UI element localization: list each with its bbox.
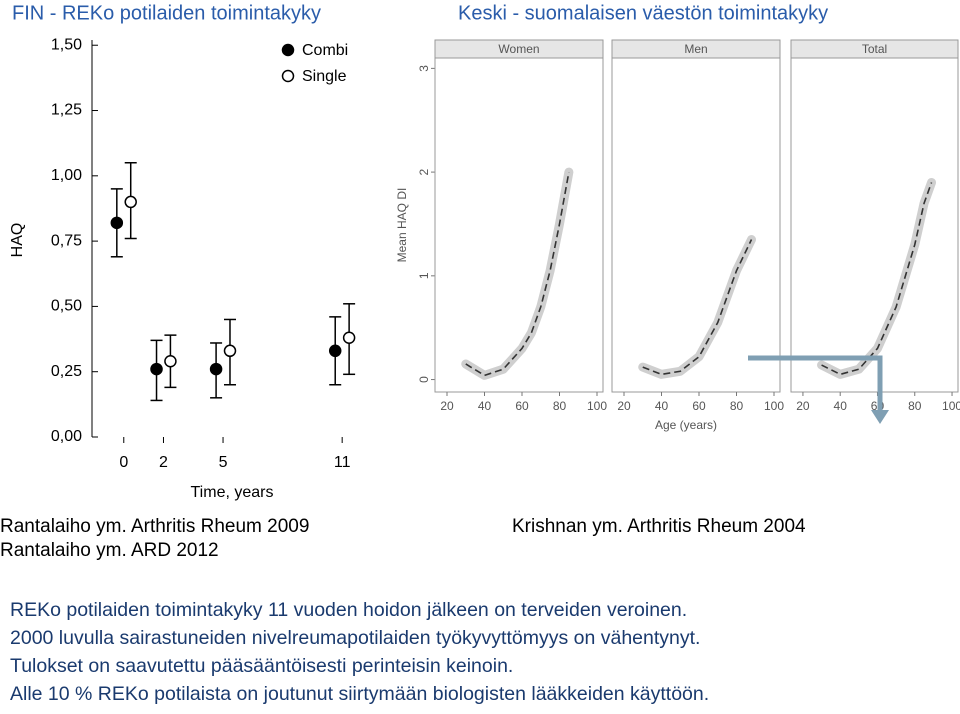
x-tick-label: 100 (764, 399, 784, 413)
fit-curve-band (817, 177, 937, 379)
panel-title: Men (684, 42, 707, 56)
x-tick-label: 2 (159, 454, 168, 471)
x-tick-label: 40 (655, 399, 669, 413)
x-tick-label: 40 (834, 399, 848, 413)
panel-title: Women (498, 42, 539, 56)
y-axis-label: Mean HAQ DI (395, 188, 409, 263)
point (209, 362, 223, 376)
fit-curve-band (461, 167, 574, 380)
arrow-line (748, 355, 883, 412)
y-tick-label: 0,25 (51, 363, 82, 380)
legend-label: Single (302, 68, 347, 85)
x-tick-label: 80 (908, 399, 922, 413)
annotation-arrow (748, 355, 889, 424)
point (124, 195, 137, 209)
y-tick-label: 3 (417, 65, 431, 72)
arrow-head (871, 410, 889, 424)
x-axis-label: Age (years) (655, 418, 717, 432)
x-tick-label: 20 (440, 399, 454, 413)
panel-strip (611, 39, 781, 59)
point (328, 344, 342, 358)
y-tick-label: 1 (417, 272, 431, 279)
y-tick-label: 1,00 (51, 167, 82, 184)
citation: Rantalaiho ym. ARD 2012 (0, 540, 219, 561)
y-axis-label: HAQ (9, 223, 26, 258)
y-tick-label: 1,25 (51, 102, 82, 119)
y-tick-label: 1,50 (51, 36, 82, 53)
point (223, 344, 237, 358)
conclusion: 2000 luvulla sairastuneiden nivelreumapo… (10, 627, 700, 649)
y-tick-label: 0,00 (51, 428, 82, 445)
fit-curve (821, 182, 933, 376)
panel-strip (790, 39, 959, 59)
point (110, 216, 124, 230)
y-tick-label: 0,50 (51, 298, 82, 315)
citation: Rantalaiho ym. Arthritis Rheum 2009 (0, 516, 309, 537)
legend-marker (281, 69, 295, 83)
x-tick-label: 60 (515, 399, 529, 413)
panel-strip (434, 39, 604, 59)
x-tick-label: 80 (553, 399, 567, 413)
fit-curve (642, 239, 753, 376)
x-axis-label: Time, years (191, 484, 274, 501)
x-tick-label: 40 (478, 399, 492, 413)
left-header: FIN - REKo potilaiden toimintakyky (12, 2, 321, 24)
panel-frame (434, 39, 604, 393)
conclusion: Tulokset on saavutettu pääsääntöisesti p… (10, 655, 513, 677)
legend-marker (281, 43, 295, 57)
fit-curve (465, 171, 570, 377)
x-tick-label: 80 (730, 399, 744, 413)
y-tick-label: 2 (417, 168, 431, 175)
fit-curve-band (638, 235, 756, 379)
x-tick-label: 60 (692, 399, 706, 413)
x-tick-label: 11 (334, 454, 351, 471)
x-tick-label: 0 (119, 454, 128, 471)
y-tick-label: 0,75 (51, 232, 82, 249)
point (150, 362, 163, 376)
x-tick-label: 100 (942, 399, 960, 413)
y-tick-label: 0 (417, 376, 431, 383)
panel-frame (611, 39, 781, 393)
x-tick-label: 5 (219, 454, 228, 471)
panel-frame (790, 39, 959, 393)
legend-label: Combi (302, 42, 348, 59)
point (164, 355, 177, 368)
conclusion: Alle 10 % REKo potilaista on joutunut si… (10, 683, 709, 705)
conclusion: REKo potilaiden toimintakyky 11 vuoden h… (10, 599, 687, 621)
point (342, 331, 356, 344)
panel-title: Total (862, 42, 887, 56)
x-tick-label: 20 (617, 399, 631, 413)
citation: Krishnan ym. Arthritis Rheum 2004 (512, 516, 806, 537)
x-tick-label: 20 (796, 399, 810, 413)
x-tick-label: 100 (587, 399, 607, 413)
right-header: Keski - suomalaisen väestön toimintakyky (458, 2, 828, 24)
